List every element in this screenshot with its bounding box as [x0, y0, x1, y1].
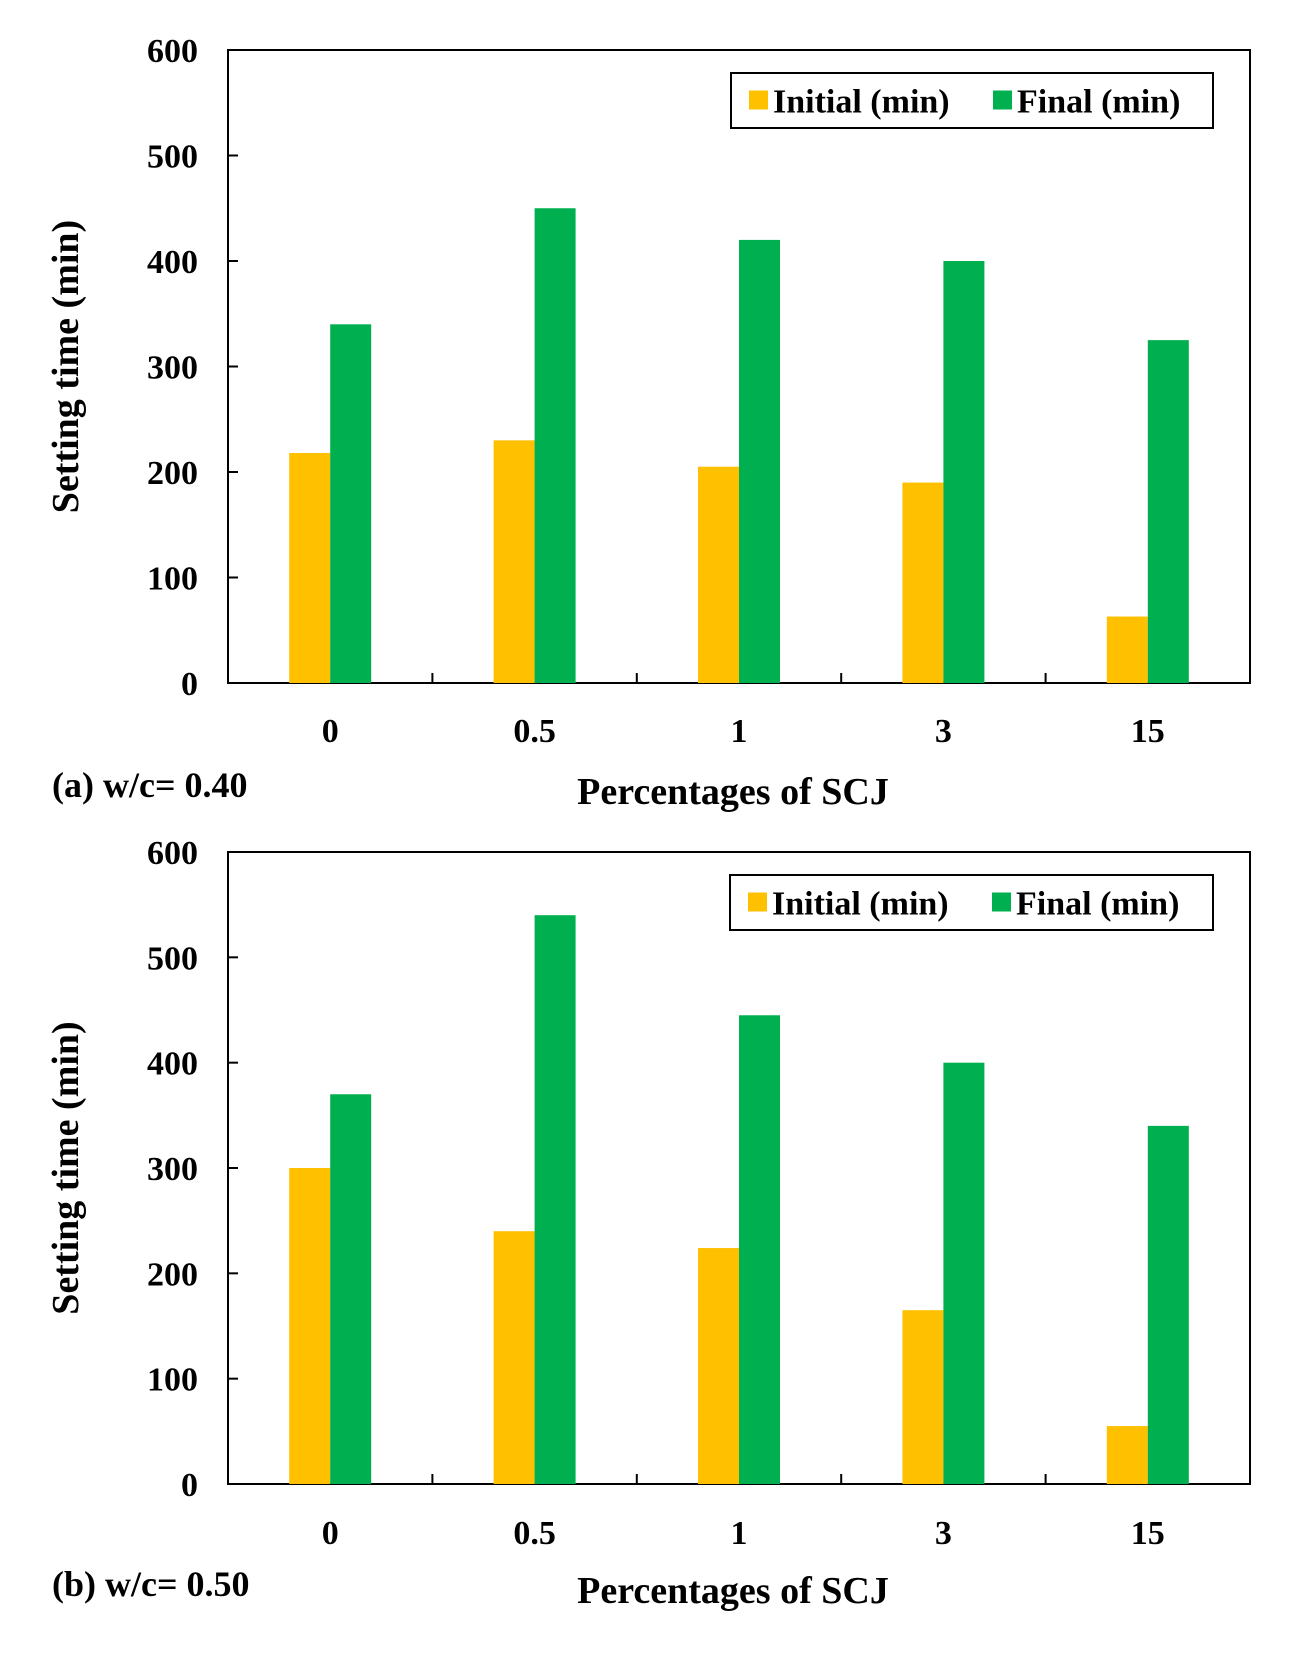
- y-tick-label: 300: [147, 350, 198, 387]
- y-tick-label: 400: [147, 1046, 198, 1083]
- bar-initial-0: [289, 1168, 331, 1484]
- legend-box: [729, 874, 1214, 931]
- chart-panel-b: 0 100 200 300 400 500 600 0 0.5 1 3 15 Setting time …: [45, 835, 1251, 1612]
- bar-final-0-5: [534, 208, 576, 683]
- legend-swatch-initial: [748, 892, 767, 912]
- x-tick-label: 15: [1131, 1515, 1165, 1552]
- y-tick-label: 300: [147, 1151, 198, 1188]
- legend-label-initial: Initial (min): [773, 84, 950, 121]
- bar-final-1: [739, 239, 780, 683]
- bar-initial-0: [289, 453, 331, 683]
- bar-initial-15: [1106, 616, 1148, 683]
- bar-initial-0-5: [493, 440, 535, 683]
- bar-initial-1: [698, 466, 739, 683]
- y-axis-label: Setting time (min): [45, 1021, 87, 1314]
- y-tick-label: 200: [147, 455, 198, 492]
- legend-label-final: Final (min): [1017, 84, 1180, 121]
- bar-final-15: [1147, 1125, 1189, 1484]
- x-tick-label: 3: [935, 713, 952, 750]
- panel-label: (a) w/c= 0.40: [52, 765, 247, 805]
- y-tick-label: 100: [147, 1362, 198, 1399]
- legend-swatch-final: [993, 90, 1012, 110]
- x-tick-label: 15: [1131, 713, 1165, 750]
- x-tick-label: 1: [731, 713, 748, 750]
- x-tick-label: 1: [731, 1515, 748, 1552]
- bar-initial-1: [698, 1248, 739, 1484]
- chart-panel-a: 0 100 200 300 400 500 600 0 0.5 1 3 15 Setting time …: [45, 33, 1251, 813]
- bar-final-0: [330, 324, 372, 683]
- legend-label-final: Final (min): [1016, 886, 1179, 923]
- bar-final-15: [1147, 340, 1189, 683]
- legend-swatch-initial: [749, 90, 768, 110]
- legend-swatch-final: [992, 892, 1011, 912]
- x-axis-label: Percentages of SCJ: [577, 771, 889, 813]
- y-tick-label: 500: [147, 139, 198, 176]
- bar-final-0: [330, 1094, 372, 1484]
- y-tick-label: 100: [147, 561, 198, 598]
- bar-initial-15: [1106, 1426, 1148, 1484]
- x-axis-label: Percentages of SCJ: [577, 1570, 889, 1612]
- y-tick-label: 200: [147, 1256, 198, 1293]
- x-tick-label: 0: [322, 1515, 339, 1552]
- legend: Initial (min) Final (min): [730, 72, 1214, 129]
- bar-final-0-5: [534, 915, 576, 1484]
- x-tick-label: 0: [322, 713, 339, 750]
- y-tick-label: 500: [147, 940, 198, 977]
- panel-label: (b) w/c= 0.50: [52, 1564, 250, 1604]
- x-tick-label: 0.5: [513, 713, 556, 750]
- y-tick-label: 600: [147, 835, 198, 872]
- legend: Initial (min) Final (min): [729, 874, 1214, 931]
- legend-label-initial: Initial (min): [772, 886, 949, 923]
- y-tick-label: 0: [181, 666, 198, 703]
- x-tick-label: 3: [935, 1515, 952, 1552]
- x-tick-label: 0.5: [513, 1515, 556, 1552]
- y-tick-label: 600: [147, 33, 198, 70]
- y-tick-label: 0: [181, 1467, 198, 1504]
- bar-final-1: [739, 1015, 780, 1484]
- legend-box: [730, 72, 1214, 129]
- y-tick-label: 400: [147, 244, 198, 281]
- bar-final-3: [943, 261, 985, 683]
- bar-final-3: [943, 1062, 985, 1484]
- bar-initial-3: [902, 1310, 944, 1484]
- bar-initial-0-5: [493, 1231, 535, 1484]
- bar-initial-3: [902, 482, 944, 683]
- y-axis-label: Setting time (min): [45, 220, 87, 513]
